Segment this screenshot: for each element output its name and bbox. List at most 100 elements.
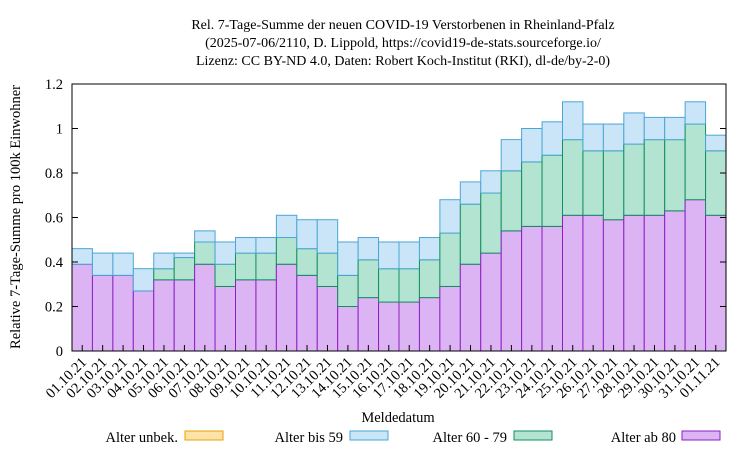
bar-segment-alter-bis-59-31 <box>705 134 727 152</box>
bar-segment-alter-60-79-22 <box>521 161 543 227</box>
bar-segment-alter-bis-59-8 <box>235 237 257 254</box>
bar-segment-alter-ab-80-27 <box>623 214 645 352</box>
bar-segment-alter-ab-80-12 <box>316 285 339 352</box>
bar-segment-alter-ab-80-19 <box>459 263 482 352</box>
title-line-1: Rel. 7-Tage-Summe der neuen COVID-19 Ver… <box>191 18 614 33</box>
title-line-3: Lizenz: CC BY-ND 4.0, Daten: Robert Koch… <box>196 54 610 69</box>
legend: Alter unbek. Alter bis 59 Alter 60 - 79 Alt… <box>106 430 721 446</box>
bar-segment-alter-60-79-6 <box>194 241 216 265</box>
bar-segment-alter-ab-80-30 <box>684 199 707 352</box>
bar-segment-alter-bis-59-19 <box>459 181 482 205</box>
bar-segment-alter-bis-59-18 <box>439 199 461 234</box>
bar-segment-alter-60-79-27 <box>623 143 645 216</box>
legend-label: Alter bis 59 <box>275 430 343 446</box>
bar-segment-alter-ab-80-24 <box>562 214 584 352</box>
bar-segment-alter-60-79-23 <box>541 154 563 227</box>
legend-label: Alter unbek. <box>106 430 178 446</box>
bar-segment-alter-ab-80-9 <box>255 279 277 352</box>
bar-segment-alter-bis-59-14 <box>357 237 380 261</box>
bar-segment-alter-bis-59-20 <box>480 170 502 194</box>
bar-segment-alter-ab-80-8 <box>235 279 257 352</box>
bar-segment-alter-ab-80-1 <box>91 274 114 352</box>
legend-swatch <box>513 430 553 441</box>
bar-segment-alter-bis-59-3 <box>132 268 155 292</box>
bar-segment-alter-60-79-8 <box>235 252 257 281</box>
bar-segment-alter-ab-80-2 <box>112 274 134 352</box>
bar-segment-alter-ab-80-0 <box>71 263 93 352</box>
bar-segment-alter-60-79-7 <box>214 263 236 287</box>
bar-segment-alter-60-79-24 <box>562 139 584 216</box>
bar-segment-alter-bis-59-26 <box>602 123 625 152</box>
bar-segment-alter-ab-80-10 <box>275 263 298 352</box>
bar-segment-alter-bis-59-2 <box>112 252 134 276</box>
chart-title: Rel. 7-Tage-Summe der neuen COVID-19 Ver… <box>191 18 614 69</box>
bar-segment-alter-60-79-15 <box>378 268 400 303</box>
bar-segment-alter-bis-59-10 <box>275 214 298 239</box>
bar-segment-alter-60-79-13 <box>337 274 359 308</box>
bar-segment-alter-bis-59-12 <box>316 219 339 254</box>
y-tick-label: 1 <box>56 122 63 138</box>
bar-segment-alter-60-79-26 <box>602 150 625 221</box>
bar-segment-alter-ab-80-18 <box>439 285 461 352</box>
bar-segment-alter-ab-80-23 <box>541 225 563 352</box>
bar-segment-alter-bis-59-27 <box>623 112 645 145</box>
bar-segment-alter-bis-59-22 <box>521 128 543 163</box>
bar-segment-alter-ab-80-28 <box>643 214 666 352</box>
bar-segment-alter-60-79-18 <box>439 232 461 287</box>
bar-segment-alter-60-79-20 <box>480 192 502 254</box>
bar-segment-alter-60-79-9 <box>255 252 277 281</box>
title-line-2: (2025-07-06/2110, D. Lippold, https://co… <box>205 36 601 51</box>
bar-segment-alter-ab-80-13 <box>337 306 359 352</box>
plot-frame <box>71 83 727 352</box>
bar-segment-alter-bis-59-15 <box>378 241 400 270</box>
bar-segment-alter-60-79-29 <box>664 139 686 212</box>
bar-segment-alter-bis-59-29 <box>664 116 686 141</box>
bar-segment-alter-60-79-21 <box>500 170 523 232</box>
bar-segment-alter-60-79-16 <box>398 268 420 303</box>
bar-segment-alter-60-79-5 <box>173 257 196 281</box>
bar-segment-alter-ab-80-14 <box>357 297 380 352</box>
bar-segment-alter-60-79-31 <box>705 150 727 216</box>
bar-segment-alter-ab-80-20 <box>480 252 502 352</box>
bar-segment-alter-60-79-28 <box>643 139 666 216</box>
bar-segment-alter-ab-80-21 <box>500 230 523 352</box>
y-tick-label: 0.2 <box>45 300 63 316</box>
bar-segment-alter-60-79-17 <box>418 259 441 299</box>
bar-segment-alter-ab-80-26 <box>602 219 625 352</box>
x-axis: 01.10.2102.10.2103.10.2104.10.2105.10.21… <box>43 345 724 402</box>
y-tick-label: 1.2 <box>45 77 63 93</box>
bar-segment-alter-bis-59-4 <box>153 252 175 270</box>
bar-segment-alter-60-79-30 <box>684 123 707 201</box>
y-tick-label: 0 <box>56 344 63 360</box>
y-axis-label: Relative 7-Tage-Summe pro 100k Einwohner <box>8 85 24 349</box>
bars <box>71 101 727 352</box>
bar-segment-alter-bis-59-28 <box>643 116 666 141</box>
bar-segment-alter-bis-59-6 <box>194 230 216 243</box>
bar-segment-alter-bis-59-13 <box>337 241 359 276</box>
bar-segment-alter-bis-59-5 <box>173 252 196 259</box>
y-tick-label: 0.8 <box>45 166 63 182</box>
bar-segment-alter-ab-80-4 <box>153 279 175 352</box>
legend-label: Alter 60 - 79 <box>433 430 508 446</box>
x-axis-label: Meldedatum <box>361 410 435 426</box>
bar-segment-alter-ab-80-29 <box>664 210 686 352</box>
bar-segment-alter-ab-80-16 <box>398 301 420 352</box>
bar-segment-alter-ab-80-17 <box>418 297 441 352</box>
y-tick-label: 0.6 <box>45 211 63 227</box>
bar-segment-alter-ab-80-25 <box>582 214 604 352</box>
bar-segment-alter-ab-80-7 <box>214 285 236 352</box>
bar-segment-alter-60-79-19 <box>459 203 482 265</box>
legend-swatch <box>184 430 224 441</box>
bar-segment-alter-ab-80-3 <box>132 290 155 352</box>
bar-segment-alter-60-79-25 <box>582 150 604 216</box>
y-tick-label: 0.4 <box>45 255 64 271</box>
legend-swatch <box>349 430 389 441</box>
bar-segment-alter-bis-59-21 <box>500 139 523 172</box>
bar-segment-alter-60-79-14 <box>357 259 380 299</box>
bar-segment-alter-bis-59-23 <box>541 121 563 156</box>
bar-segment-alter-bis-59-7 <box>214 241 236 265</box>
bar-segment-alter-60-79-4 <box>153 268 175 281</box>
bar-segment-alter-60-79-12 <box>316 252 339 287</box>
bar-segment-alter-60-79-11 <box>296 248 318 276</box>
